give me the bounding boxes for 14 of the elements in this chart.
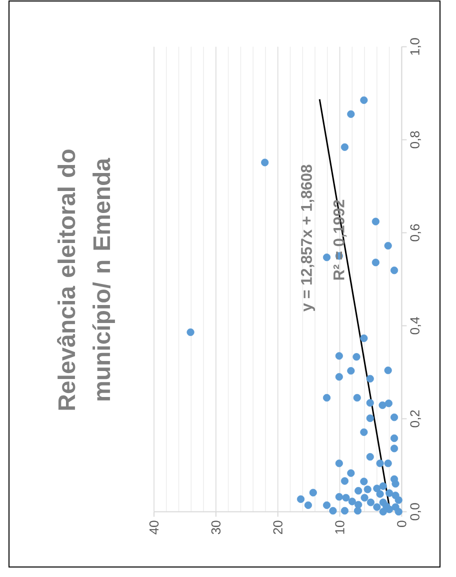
x-tick-label: 30 <box>211 520 221 534</box>
y-tick-label: 0,2 <box>410 410 421 428</box>
x-tick-label: 20 <box>273 520 282 534</box>
x-tick-label: 10 <box>335 520 344 534</box>
annotation: R² = 0,1992 <box>333 200 347 280</box>
y-tick-label: 1,0 <box>410 38 421 55</box>
y-tick-label: 0,4 <box>410 317 421 334</box>
y-tick-label: 0,8 <box>410 131 421 148</box>
y-tick-label: 0,6 <box>410 224 421 242</box>
x-tick-label: 40 <box>149 520 159 534</box>
annotation: y = 12,857x + 1,8608 <box>300 164 316 312</box>
y-tick-label: 0,0 <box>410 503 421 520</box>
x-tick-label: 0 <box>397 520 406 527</box>
text: Relevância eleitoral do município/ n Emenda <box>57 150 115 410</box>
